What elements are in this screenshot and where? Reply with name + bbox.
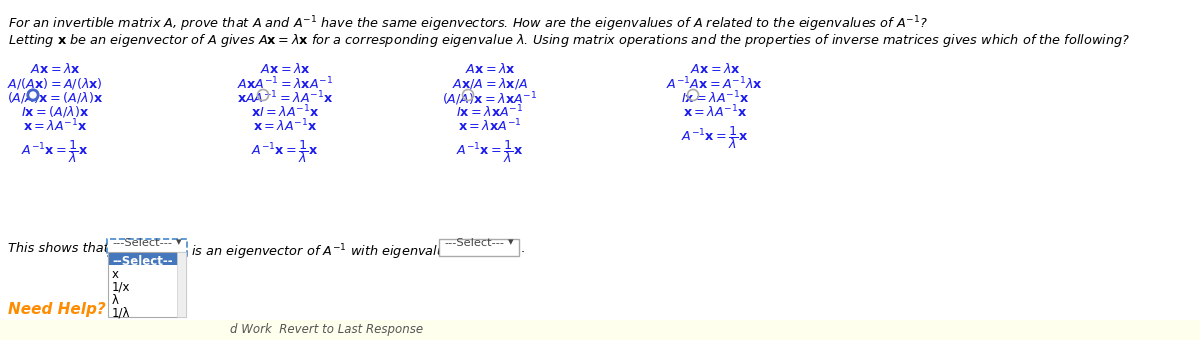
Text: $\mathbf{x} = \lambda\mathbf{x}A^{-1}$: $\mathbf{x} = \lambda\mathbf{x}A^{-1}$ [458, 118, 522, 135]
Text: $I\mathbf{x} = \lambda A^{-1}\mathbf{x}$: $I\mathbf{x} = \lambda A^{-1}\mathbf{x}$ [680, 90, 749, 107]
Text: $\mathbf{x} = \lambda A^{-1}\mathbf{x}$: $\mathbf{x} = \lambda A^{-1}\mathbf{x}$ [253, 118, 317, 135]
FancyBboxPatch shape [439, 239, 520, 256]
Text: x: x [112, 268, 119, 281]
Text: $A^{-1}A\mathbf{x} = A^{-1}\lambda\mathbf{x}$: $A^{-1}A\mathbf{x} = A^{-1}\lambda\mathb… [666, 76, 763, 92]
Text: $\mathbf{x} = \lambda A^{-1}\mathbf{x}$: $\mathbf{x} = \lambda A^{-1}\mathbf{x}$ [683, 104, 748, 121]
Text: is an eigenvector of $A^{-1}$ with eigenvalue: is an eigenvector of $A^{-1}$ with eigen… [191, 242, 454, 261]
Text: .: . [521, 242, 526, 255]
FancyBboxPatch shape [178, 252, 186, 317]
Text: $A\mathbf{x}/A = \lambda\mathbf{x}/A$: $A\mathbf{x}/A = \lambda\mathbf{x}/A$ [452, 76, 528, 91]
Text: $(A/A)\mathbf{x} = (A/\lambda)\mathbf{x}$: $(A/A)\mathbf{x} = (A/\lambda)\mathbf{x}… [7, 90, 103, 105]
Text: This shows that: This shows that [8, 242, 109, 255]
FancyBboxPatch shape [108, 304, 186, 317]
Circle shape [30, 92, 36, 98]
FancyBboxPatch shape [108, 291, 186, 304]
FancyBboxPatch shape [108, 278, 186, 291]
FancyBboxPatch shape [108, 265, 186, 278]
Text: $\mathbf{x}AA^{-1} = \lambda A^{-1}\mathbf{x}$: $\mathbf{x}AA^{-1} = \lambda A^{-1}\math… [236, 90, 334, 107]
Text: $A\mathbf{x} = \lambda\mathbf{x}$: $A\mathbf{x} = \lambda\mathbf{x}$ [464, 62, 516, 76]
Text: --Select--: --Select-- [112, 255, 173, 268]
Text: ---Select---: ---Select--- [112, 238, 172, 248]
FancyBboxPatch shape [107, 239, 187, 256]
Text: $I\mathbf{x} = \lambda\mathbf{x}A^{-1}$: $I\mathbf{x} = \lambda\mathbf{x}A^{-1}$ [456, 104, 523, 121]
Text: $\mathbf{x}I = \lambda A^{-1}\mathbf{x}$: $\mathbf{x}I = \lambda A^{-1}\mathbf{x}$ [251, 104, 319, 121]
Text: $A\mathbf{x} = \lambda\mathbf{x}$: $A\mathbf{x} = \lambda\mathbf{x}$ [30, 62, 80, 76]
Text: ▾: ▾ [176, 237, 181, 247]
Text: $A\mathbf{x}A^{-1} = \lambda\mathbf{x}A^{-1}$: $A\mathbf{x}A^{-1} = \lambda\mathbf{x}A^… [236, 76, 334, 92]
Text: $A^{-1}\mathbf{x} = \dfrac{1}{\lambda}\mathbf{x}$: $A^{-1}\mathbf{x} = \dfrac{1}{\lambda}\m… [251, 138, 319, 165]
Text: $A/(A\mathbf{x}) = A/(\lambda\mathbf{x})$: $A/(A\mathbf{x}) = A/(\lambda\mathbf{x})… [7, 76, 103, 91]
Text: Need Help?: Need Help? [8, 302, 106, 317]
Text: Letting $\mathbf{x}$ be an eigenvector of $A$ gives $A\mathbf{x} = \lambda\mathb: Letting $\mathbf{x}$ be an eigenvector o… [8, 32, 1130, 49]
Text: $I\mathbf{x} = (A/\lambda)\mathbf{x}$: $I\mathbf{x} = (A/\lambda)\mathbf{x}$ [20, 104, 89, 119]
FancyBboxPatch shape [0, 320, 1200, 340]
Text: ▾: ▾ [508, 237, 514, 247]
Text: $\mathbf{x} = \lambda A^{-1}\mathbf{x}$: $\mathbf{x} = \lambda A^{-1}\mathbf{x}$ [23, 118, 88, 135]
Text: $A^{-1}\mathbf{x} = \dfrac{1}{\lambda}\mathbf{x}$: $A^{-1}\mathbf{x} = \dfrac{1}{\lambda}\m… [456, 138, 523, 165]
Text: λ: λ [112, 294, 119, 307]
Text: $A^{-1}\mathbf{x} = \dfrac{1}{\lambda}\mathbf{x}$: $A^{-1}\mathbf{x} = \dfrac{1}{\lambda}\m… [22, 138, 89, 165]
FancyBboxPatch shape [108, 252, 186, 265]
Text: $A\mathbf{x} = \lambda\mathbf{x}$: $A\mathbf{x} = \lambda\mathbf{x}$ [690, 62, 740, 76]
Text: 1/λ: 1/λ [112, 307, 131, 320]
Text: $A\mathbf{x} = \lambda\mathbf{x}$: $A\mathbf{x} = \lambda\mathbf{x}$ [259, 62, 311, 76]
Text: $A^{-1}\mathbf{x} = \dfrac{1}{\lambda}\mathbf{x}$: $A^{-1}\mathbf{x} = \dfrac{1}{\lambda}\m… [682, 124, 749, 151]
Text: d Work  Revert to Last Response: d Work Revert to Last Response [230, 323, 424, 337]
Text: For an invertible matrix $A$, prove that $A$ and $A^{-1}$ have the same eigenvec: For an invertible matrix $A$, prove that… [8, 14, 928, 34]
Text: 1/x: 1/x [112, 281, 131, 294]
Text: $(A/A)\mathbf{x} = \lambda\mathbf{x}A^{-1}$: $(A/A)\mathbf{x} = \lambda\mathbf{x}A^{-… [443, 90, 538, 107]
Circle shape [28, 89, 38, 101]
Text: ---Select---: ---Select--- [444, 238, 504, 248]
